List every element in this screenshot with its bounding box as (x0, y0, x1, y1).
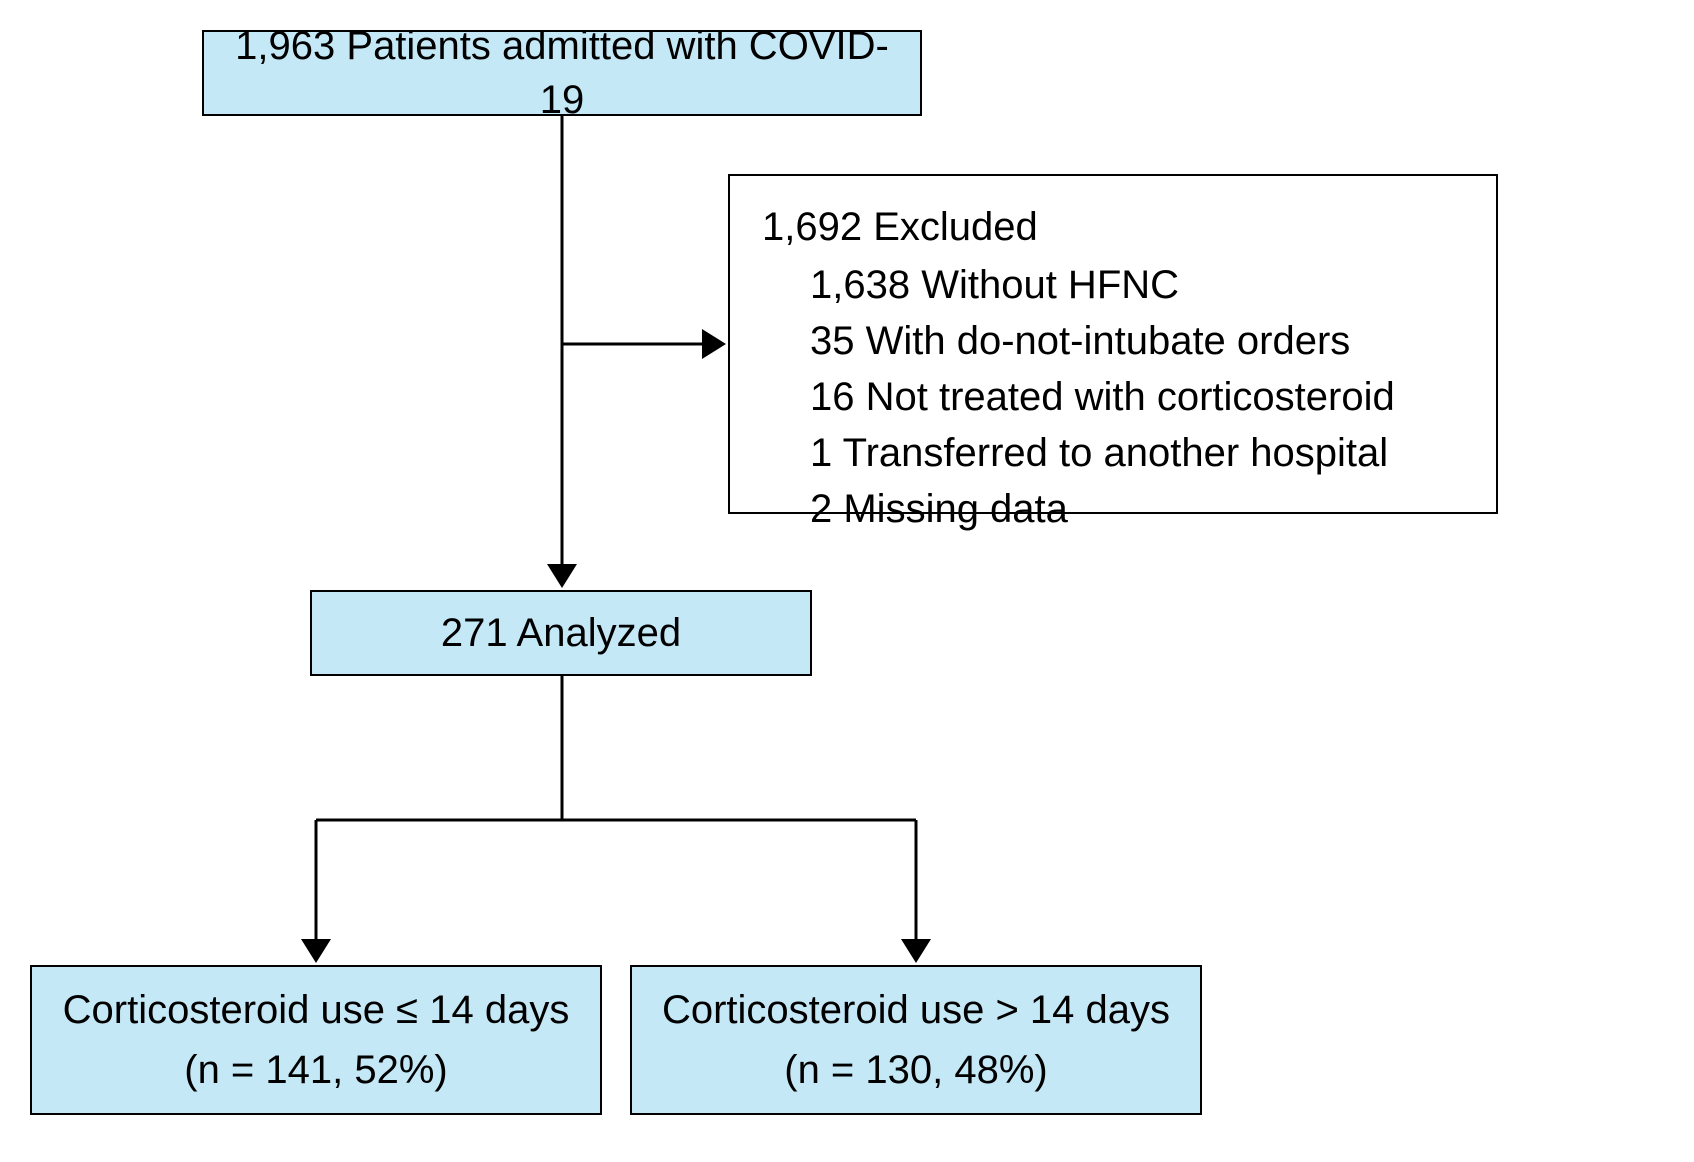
node-admitted: 1,963 Patients admitted with COVID-19 (202, 30, 922, 116)
excluded-item-0: 1,638 Without HFNC (762, 258, 1464, 312)
node-group-le14: Corticosteroid use ≤ 14 days (n = 141, 5… (30, 965, 602, 1115)
excluded-item-1: 35 With do-not-intubate orders (762, 314, 1464, 368)
group-gt14-line2: (n = 130, 48%) (784, 1043, 1048, 1097)
excluded-item-4: 2 Missing data (762, 482, 1464, 536)
group-gt14-line1: Corticosteroid use > 14 days (662, 983, 1170, 1037)
excluded-item-3: 1 Transferred to another hospital (762, 426, 1464, 480)
node-group-gt14: Corticosteroid use > 14 days (n = 130, 4… (630, 965, 1202, 1115)
excluded-heading: 1,692 Excluded (762, 200, 1464, 254)
excluded-item-2: 16 Not treated with corticosteroid (762, 370, 1464, 424)
group-le14-line2: (n = 141, 52%) (184, 1043, 448, 1097)
node-analyzed-label: 271 Analyzed (441, 606, 681, 660)
node-admitted-label: 1,963 Patients admitted with COVID-19 (228, 19, 896, 127)
node-analyzed: 271 Analyzed (310, 590, 812, 676)
node-excluded: 1,692 Excluded 1,638 Without HFNC 35 Wit… (728, 174, 1498, 514)
group-le14-line1: Corticosteroid use ≤ 14 days (63, 983, 570, 1037)
